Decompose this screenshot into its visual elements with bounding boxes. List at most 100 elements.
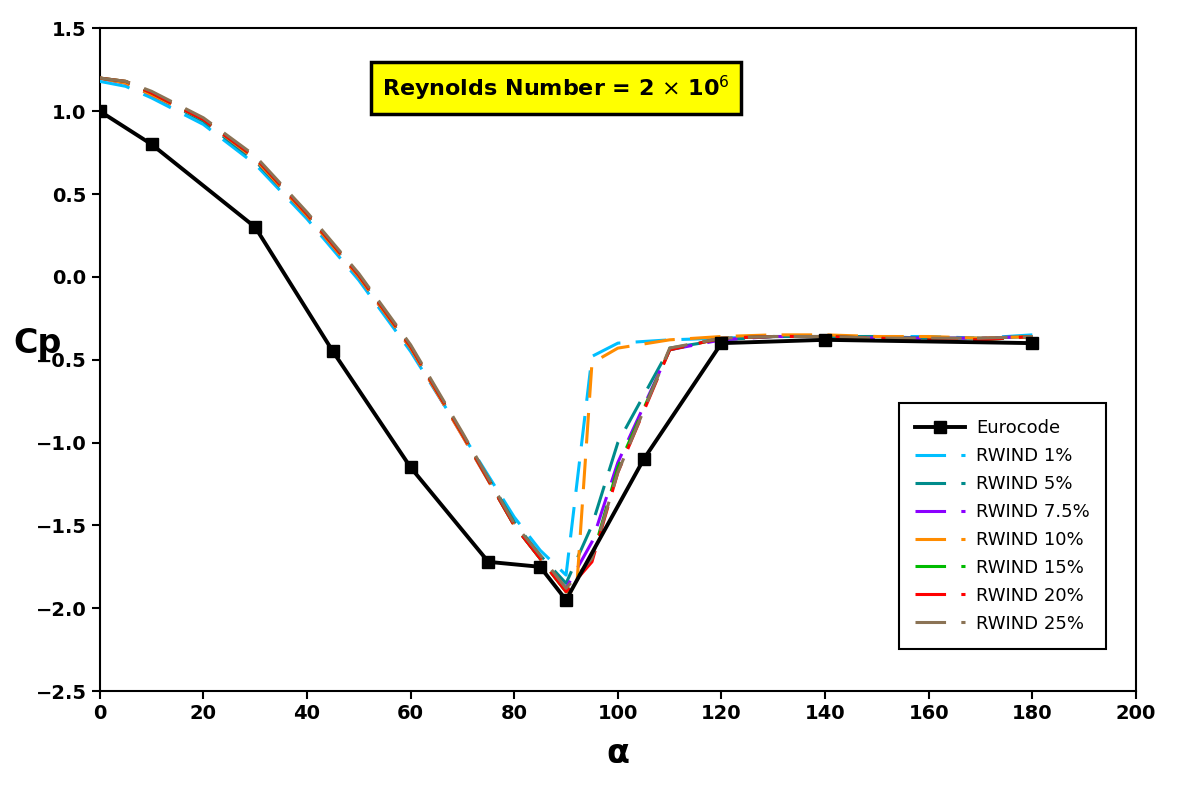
RWIND 7.5% [663, 345, 677, 354]
RWIND 5% [352, 272, 366, 282]
RWIND 1% [585, 352, 599, 361]
RWIND 5% [973, 334, 988, 343]
RWIND 25% [611, 467, 625, 477]
RWIND 20% [585, 557, 599, 566]
RWIND 25% [300, 207, 314, 217]
RWIND 5% [404, 343, 418, 353]
RWIND 10% [766, 330, 780, 339]
RWIND 20% [559, 587, 573, 596]
RWIND 7.5% [507, 520, 521, 530]
RWIND 25% [922, 334, 936, 343]
Eurocode [93, 107, 107, 116]
RWIND 20% [404, 342, 418, 351]
RWIND 20% [714, 334, 729, 343]
RWIND 5% [663, 343, 677, 353]
Line: RWIND 1%: RWIND 1% [100, 81, 1032, 575]
RWIND 20% [248, 153, 262, 162]
RWIND 15% [145, 89, 159, 98]
RWIND 15% [93, 74, 107, 83]
RWIND 10% [455, 431, 470, 441]
RWIND 5% [197, 116, 211, 126]
RWIND 15% [507, 520, 521, 530]
RWIND 5% [507, 517, 521, 527]
RWIND 1% [93, 77, 107, 86]
RWIND 10% [248, 154, 262, 164]
RWIND 7.5% [818, 331, 832, 341]
RWIND 7.5% [248, 154, 262, 164]
RWIND 7.5% [559, 584, 573, 593]
RWIND 1% [922, 331, 936, 341]
Legend: Eurocode, RWIND 1%, RWIND 5%, RWIND 7.5%, RWIND 10%, RWIND 15%, RWIND 20%, RWIND: Eurocode, RWIND 1%, RWIND 5%, RWIND 7.5%… [898, 403, 1106, 649]
RWIND 5% [533, 551, 547, 560]
RWIND 5% [559, 579, 573, 589]
RWIND 15% [119, 77, 133, 86]
RWIND 15% [611, 463, 625, 472]
RWIND 25% [663, 343, 677, 353]
RWIND 7.5% [922, 334, 936, 343]
Eurocode [145, 139, 159, 149]
RWIND 25% [197, 113, 211, 123]
RWIND 10% [611, 343, 625, 353]
RWIND 1% [145, 93, 159, 103]
RWIND 10% [507, 520, 521, 530]
RWIND 20% [119, 77, 133, 86]
RWIND 15% [1025, 331, 1039, 341]
RWIND 5% [714, 335, 729, 345]
RWIND 10% [973, 334, 988, 343]
RWIND 7.5% [145, 90, 159, 100]
RWIND 10% [1025, 331, 1039, 341]
RWIND 15% [533, 554, 547, 563]
RWIND 7.5% [93, 74, 107, 83]
RWIND 25% [404, 340, 418, 350]
Eurocode [481, 557, 496, 566]
Line: RWIND 25%: RWIND 25% [100, 78, 1032, 589]
RWIND 10% [404, 343, 418, 353]
RWIND 7.5% [533, 554, 547, 563]
RWIND 20% [611, 467, 625, 477]
RWIND 25% [766, 331, 780, 341]
RWIND 10% [570, 587, 584, 596]
RWIND 1% [197, 119, 211, 129]
RWIND 25% [818, 331, 832, 341]
RWIND 10% [119, 78, 133, 88]
Line: RWIND 7.5%: RWIND 7.5% [100, 78, 1032, 589]
RWIND 15% [404, 342, 418, 351]
RWIND 1% [818, 331, 832, 341]
RWIND 15% [663, 345, 677, 354]
RWIND 7.5% [585, 537, 599, 547]
RWIND 20% [766, 331, 780, 341]
RWIND 25% [585, 554, 599, 563]
RWIND 25% [248, 151, 262, 161]
RWIND 10% [870, 331, 884, 341]
RWIND 7.5% [404, 343, 418, 353]
RWIND 25% [455, 428, 470, 437]
RWIND 5% [611, 437, 625, 447]
RWIND 25% [533, 551, 547, 560]
RWIND 1% [507, 513, 521, 522]
RWIND 15% [248, 153, 262, 162]
RWIND 10% [93, 74, 107, 83]
RWIND 5% [455, 430, 470, 439]
RWIND 25% [973, 334, 988, 343]
Line: RWIND 5%: RWIND 5% [100, 78, 1032, 584]
RWIND 20% [870, 334, 884, 343]
RWIND 1% [559, 570, 573, 580]
RWIND 5% [145, 90, 159, 100]
RWIND 7.5% [352, 272, 366, 282]
Text: Reynolds Number = 2 $\times$ 10$^6$: Reynolds Number = 2 $\times$ 10$^6$ [381, 74, 730, 103]
RWIND 10% [300, 211, 314, 221]
RWIND 1% [870, 331, 884, 341]
Eurocode [533, 562, 547, 572]
RWIND 10% [714, 331, 729, 341]
RWIND 20% [663, 345, 677, 354]
RWIND 1% [300, 214, 314, 224]
RWIND 7.5% [455, 431, 470, 441]
RWIND 20% [145, 89, 159, 98]
RWIND 20% [818, 331, 832, 341]
Line: Eurocode: Eurocode [94, 106, 1038, 606]
RWIND 5% [870, 331, 884, 341]
RWIND 25% [714, 334, 729, 343]
RWIND 20% [922, 335, 936, 345]
RWIND 15% [973, 335, 988, 345]
RWIND 1% [455, 430, 470, 439]
